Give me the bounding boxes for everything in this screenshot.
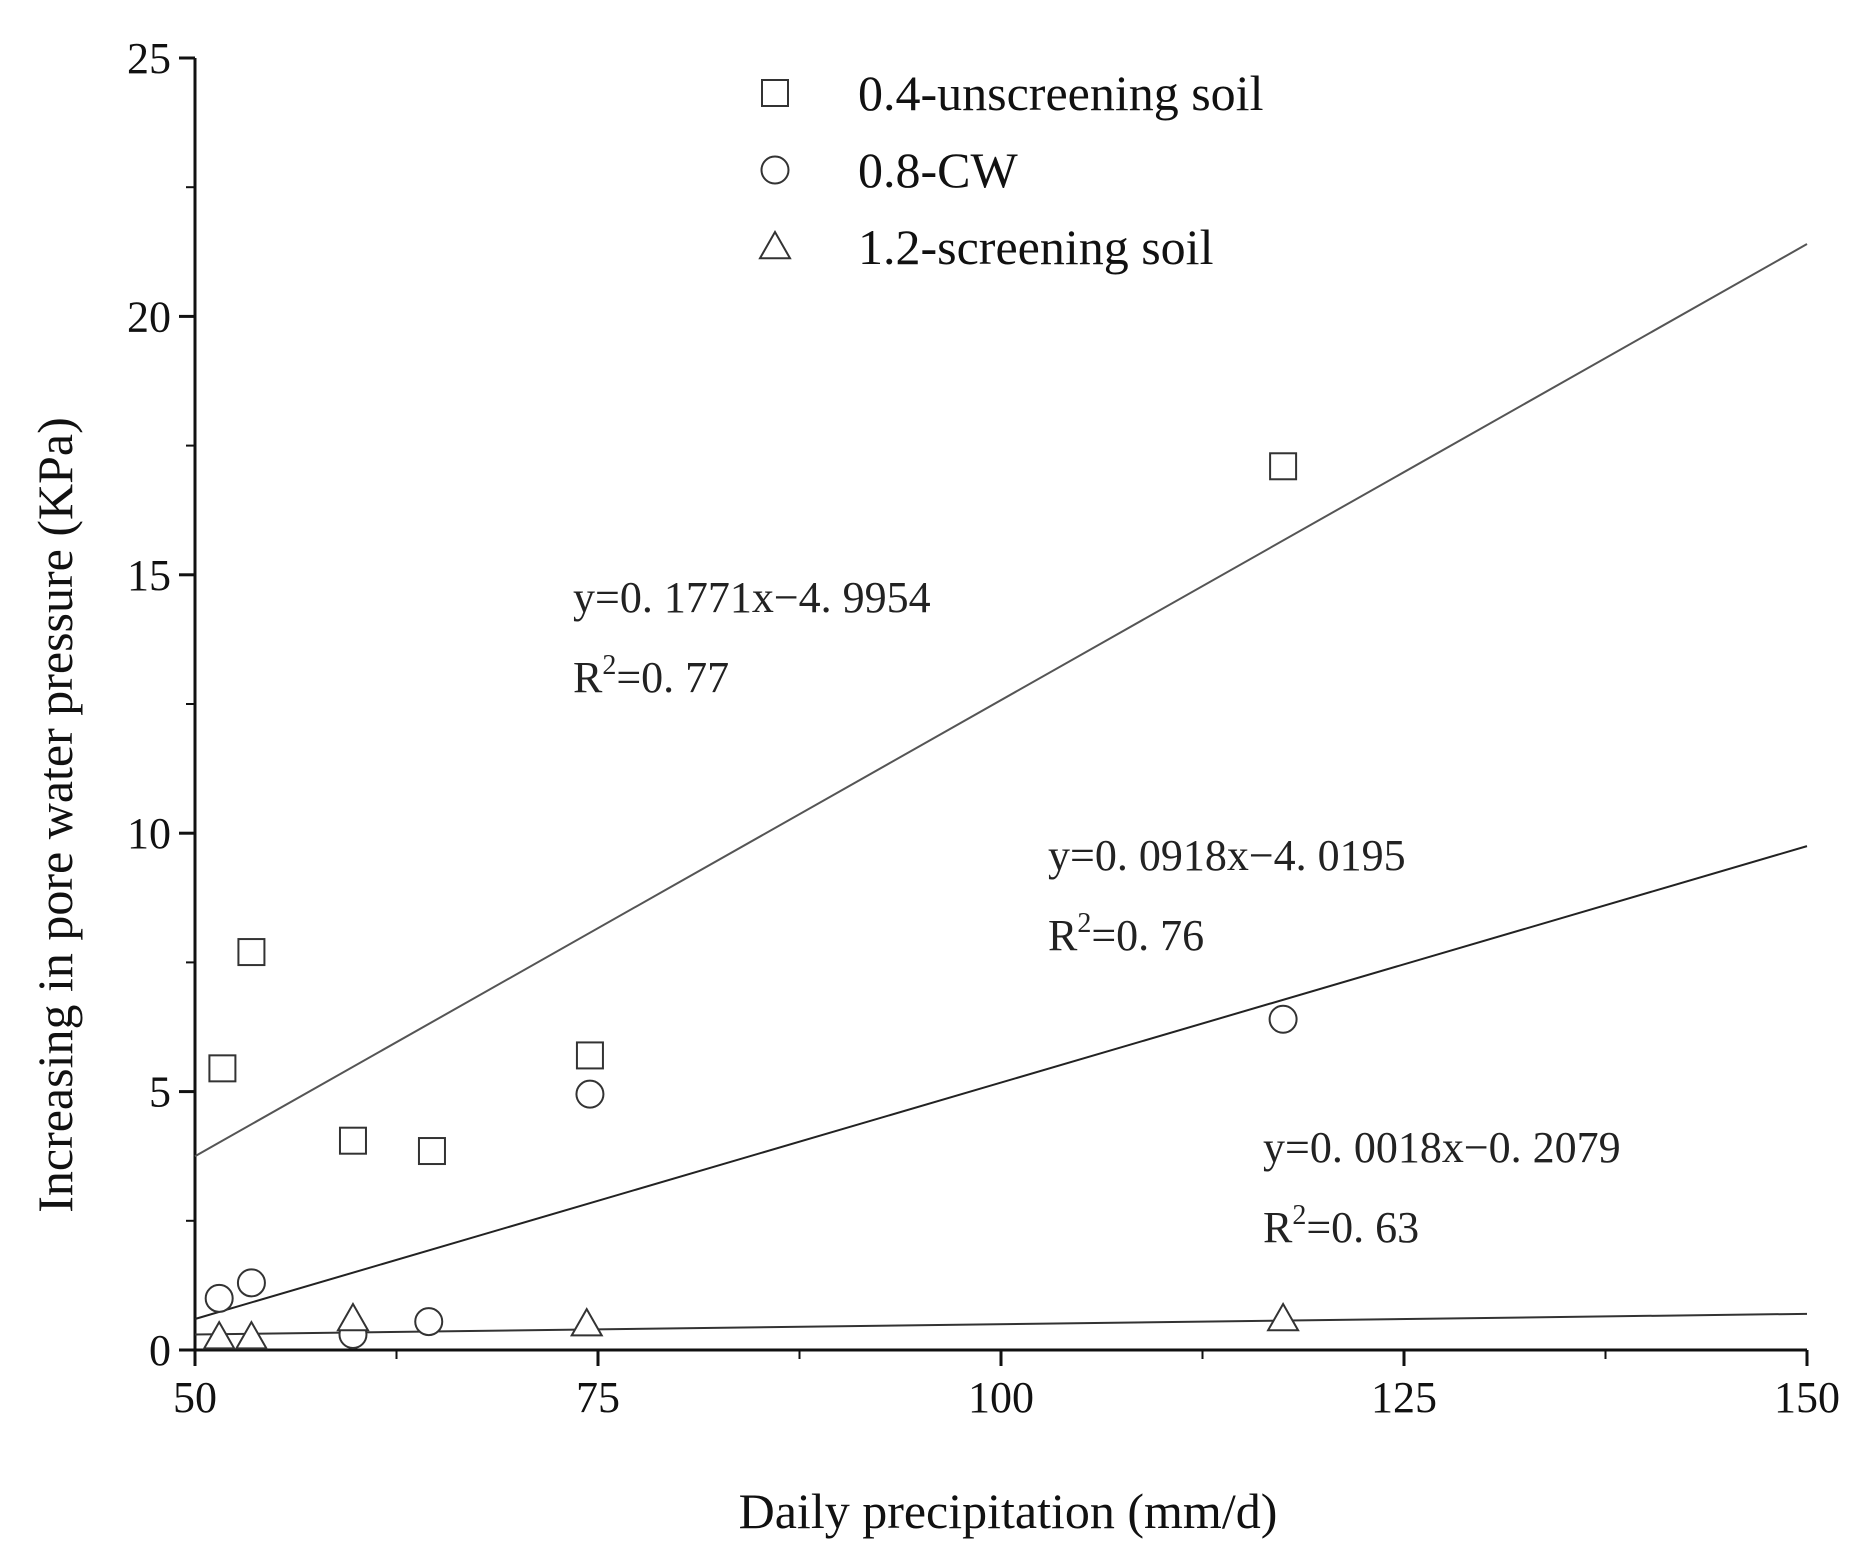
fit-line (194, 243, 1808, 1158)
legend-marker-circle (760, 155, 790, 185)
x-tick-label: 100 (968, 1373, 1034, 1422)
fit-line (194, 845, 1808, 1320)
y-tick-label: 5 (149, 1068, 171, 1117)
fit-lines (194, 243, 1808, 1336)
legend-marker-square (761, 79, 789, 107)
legend-label: 0.8-CW (858, 142, 1019, 198)
fit-annotations: y=0. 1771x−4. 9954 R2=0. 77 y=0. 0918x−4. … (573, 573, 1621, 1252)
data-point-triangle (569, 1307, 604, 1337)
y-tick-label: 0 (149, 1326, 171, 1375)
fit-equation: y=0. 0918x−4. 0195 (1048, 831, 1406, 880)
data-point-square (338, 1126, 367, 1155)
y-tick-label: 25 (127, 34, 171, 83)
x-tick-label: 150 (1774, 1373, 1840, 1422)
fit-r-squared: R2=0. 77 (573, 650, 729, 702)
legend-marker-triangle (758, 229, 792, 260)
data-point-triangle (1266, 1301, 1300, 1332)
data-point-triangle (202, 1320, 236, 1350)
legend-label: 1.2-screening soil (858, 219, 1213, 275)
fit-equation: y=0. 1771x−4. 9954 (573, 573, 931, 622)
y-tick-label: 20 (127, 292, 171, 341)
y-tick-label: 15 (127, 551, 171, 600)
x-tick-label: 75 (576, 1373, 620, 1422)
fit-r-squared: R2=0. 76 (1048, 908, 1204, 960)
y-axis-title: Increasing in pore water pressure (KPa) (27, 417, 83, 1213)
y-tick-label: 10 (127, 809, 171, 858)
data-point-square (208, 1054, 237, 1083)
data-point-circle (575, 1079, 605, 1109)
data-point-circle (1268, 1004, 1298, 1034)
data-point-circle (236, 1268, 266, 1298)
legend-label: 0.4-unscreening soil (858, 65, 1263, 121)
data-point-circle (204, 1283, 234, 1313)
data-point-square (1269, 452, 1298, 481)
legend: 0.4-unscreening soil 0.8-CW 1.2-screening … (758, 65, 1263, 275)
data-point-triangle (234, 1320, 269, 1350)
x-tick-label: 125 (1371, 1373, 1437, 1422)
data-point-circle (414, 1307, 444, 1337)
data-point-square (575, 1041, 604, 1070)
fit-equation: y=0. 0018x−0. 2079 (1263, 1123, 1621, 1172)
fit-r-squared: R2=0. 63 (1263, 1200, 1419, 1252)
fit-line (194, 1312, 1808, 1336)
x-tick-label: 50 (173, 1373, 217, 1422)
data-point-square (417, 1137, 446, 1166)
data-point-triangle (336, 1301, 370, 1332)
data-point-square (237, 938, 266, 967)
data-points (202, 452, 1300, 1350)
x-axis-title: Daily precipitation (mm/d) (739, 1483, 1278, 1539)
axes: 50 75 100 125 150 0 5 10 15 20 25 (127, 34, 1840, 1422)
